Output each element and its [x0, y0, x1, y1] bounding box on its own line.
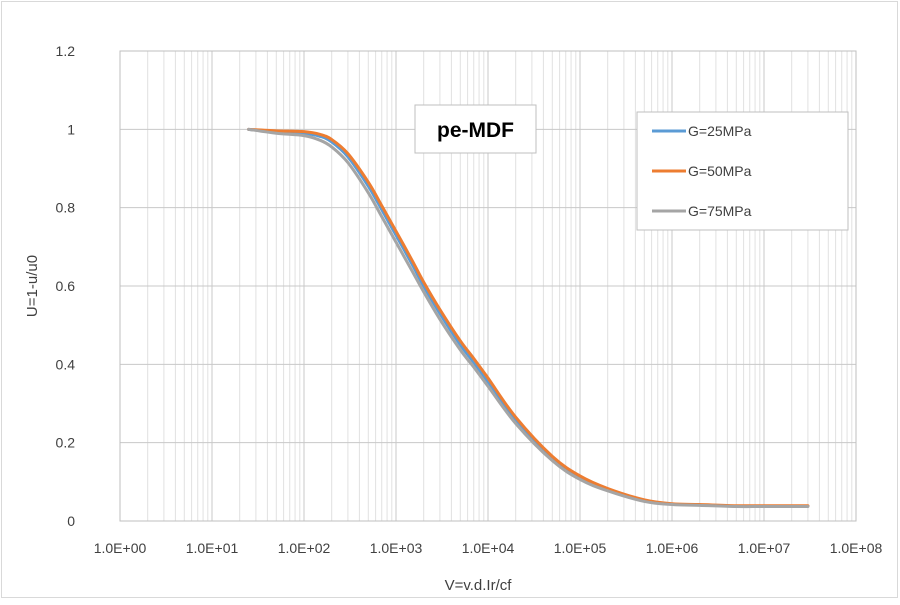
x-tick-label: 1.0E+05: [554, 540, 607, 556]
x-tick-label: 1.0E+06: [646, 540, 699, 556]
x-tick-label: 1.0E+04: [462, 540, 515, 556]
y-tick-label: 0.4: [56, 356, 76, 372]
legend-label: G=75MPa: [688, 203, 752, 219]
y-tick-label: 0.6: [56, 278, 76, 294]
legend-label: G=25MPa: [688, 123, 752, 139]
chart-title: pe-MDF: [437, 119, 514, 142]
x-tick-label: 1.0E+00: [94, 540, 147, 556]
chart-title-frame: [414, 104, 537, 154]
y-tick-label: 1: [67, 121, 75, 137]
legend-label: G=50MPa: [688, 163, 752, 179]
legend: G=25MPa G=50MPa G=75MPa: [636, 111, 849, 231]
x-tick-label: 1.0E+07: [738, 540, 791, 556]
plot-area: [119, 50, 857, 522]
y-tick-label: 0.8: [56, 200, 76, 216]
y-axis-label: U=1-u/u0: [24, 255, 41, 317]
axes: 1.0E+00 1.0E+01 1.0E+02 1.0E+03 1.0E+04 1.0E+…: [56, 43, 883, 556]
x-tick-label: 1.0E+08: [830, 540, 883, 556]
series-line: [247, 127, 810, 509]
chart-title-box: pe-MDF: [414, 104, 537, 154]
series-lines: [247, 127, 810, 509]
y-tick-label: 0: [67, 513, 75, 529]
x-tick-label: 1.0E+02: [278, 540, 331, 556]
y-tick-label: 1.2: [56, 43, 76, 59]
x-tick-label: 1.0E+01: [186, 540, 239, 556]
x-axis-label: V=v.d.Ir/cf: [445, 577, 513, 594]
x-tick-label: 1.0E+03: [370, 540, 423, 556]
y-tick-label: 0.2: [56, 435, 76, 451]
